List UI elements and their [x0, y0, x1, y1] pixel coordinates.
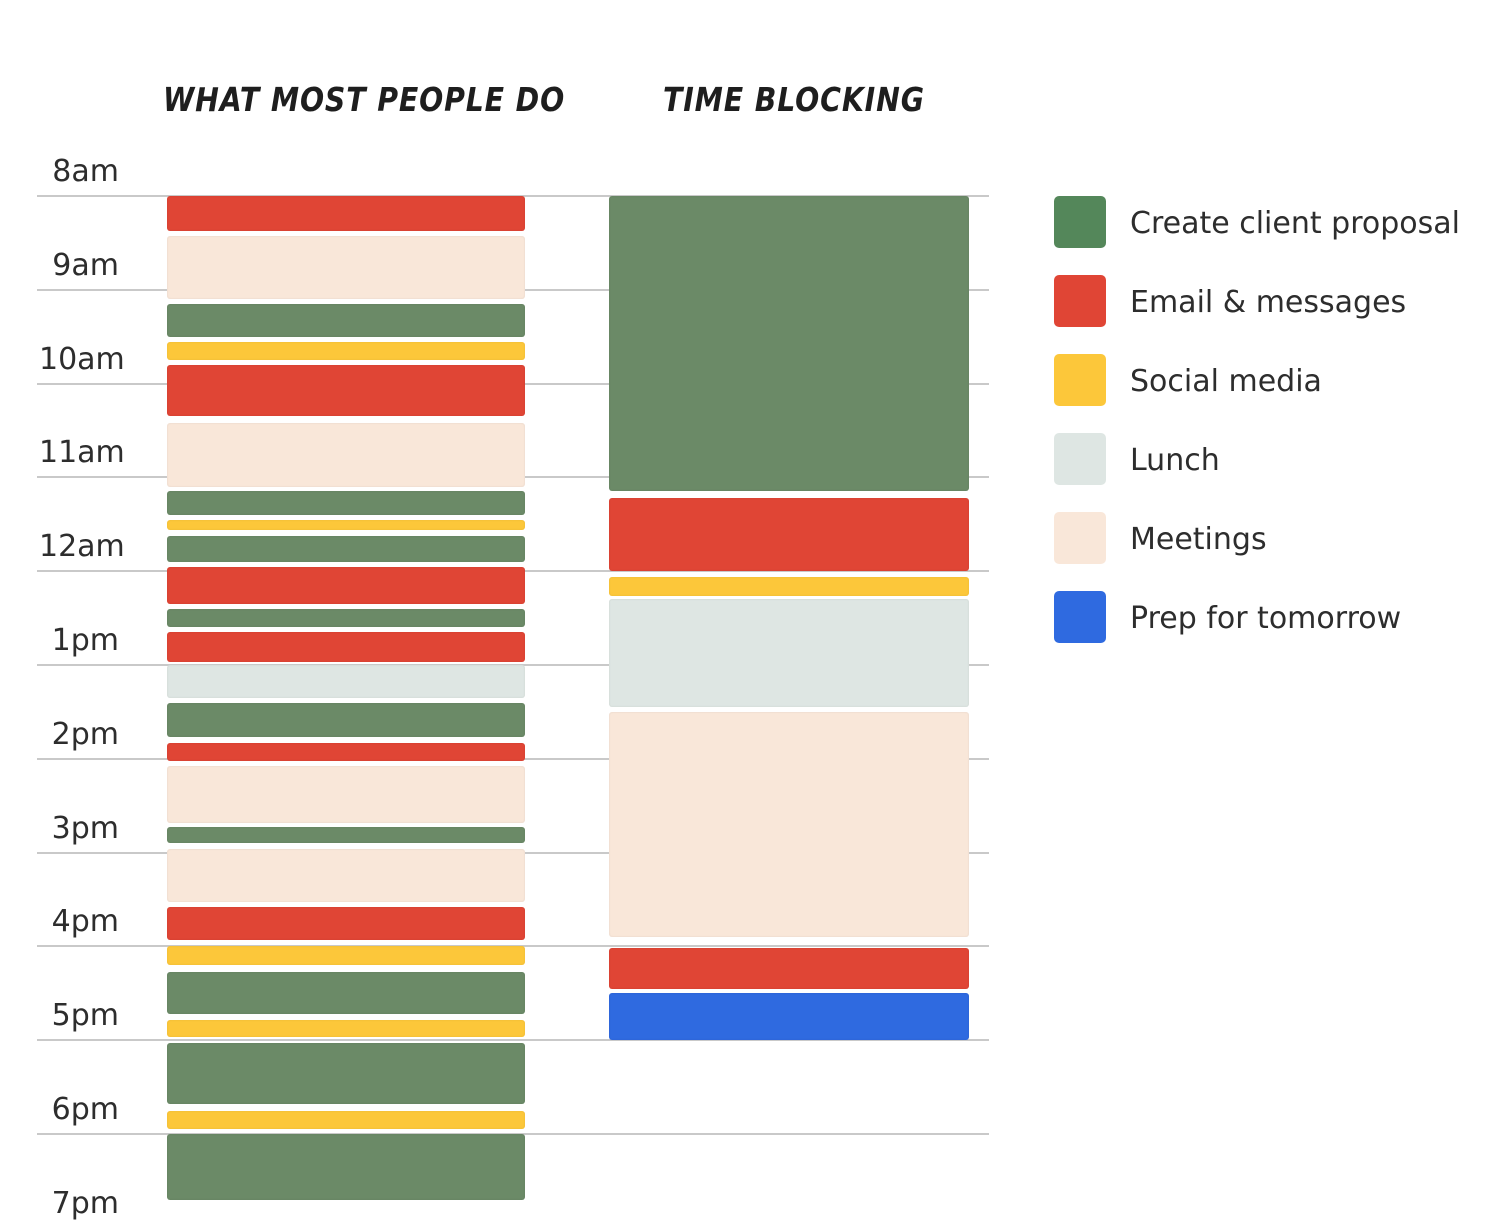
legend-item-lunch: Lunch — [1054, 433, 1494, 487]
time-blocked-block-lunch — [609, 599, 969, 708]
typical-day-block-meetings — [167, 422, 525, 487]
time-label-1pm: 1pm — [51, 623, 119, 658]
time-label-6pm: 6pm — [51, 1092, 119, 1127]
time-blocked-block-proposal — [609, 196, 969, 492]
time-label-10am: 10am — [39, 341, 125, 377]
time-label-5pm: 5pm — [51, 998, 119, 1034]
typical-day-block-proposal — [167, 971, 525, 1014]
legend-swatch-lunch — [1054, 433, 1106, 485]
typical-day-block-proposal — [167, 1043, 525, 1104]
typical-day-block-meetings — [167, 848, 525, 903]
typical-day-block-proposal — [167, 1134, 525, 1200]
typical-day-block-social — [167, 1111, 525, 1130]
typical-day-block-social — [167, 946, 525, 966]
typical-day-block-meetings — [167, 766, 525, 823]
legend-swatch-email — [1054, 275, 1106, 327]
typical-day-block-email — [167, 742, 525, 761]
legend-item-email: Email & messages — [1054, 275, 1494, 329]
time-blocked-block-email — [609, 498, 969, 572]
typical-day-block-proposal — [167, 491, 525, 515]
time-label-11am: 11am — [39, 435, 125, 471]
time-blocked-block-email — [609, 948, 969, 989]
typical-day-block-proposal — [167, 827, 525, 844]
time-label-7pm: 7pm — [51, 1185, 119, 1221]
typical-day-block-email — [167, 364, 525, 417]
legend-item-social: Social media — [1054, 354, 1494, 408]
legend-label: Create client proposal — [1130, 206, 1460, 241]
legend-label: Social media — [1130, 364, 1322, 399]
typical-day-block-social — [167, 1019, 525, 1038]
time-label-8am: 8am — [52, 154, 119, 189]
typical-day-block-proposal — [167, 303, 525, 337]
legend-item-prep: Prep for tomorrow — [1054, 591, 1494, 645]
legend-label: Lunch — [1130, 443, 1220, 478]
legend-label: Email & messages — [1130, 285, 1407, 320]
legend-swatch-social — [1054, 354, 1106, 406]
typical-day-block-email — [167, 566, 525, 605]
legend-item-meetings: Meetings — [1054, 512, 1494, 566]
typical-day-block-proposal — [167, 535, 525, 562]
typical-day-block-email — [167, 632, 525, 663]
time-label-2pm: 2pm — [51, 716, 119, 752]
typical-day-block-email — [167, 907, 525, 940]
time-blocked-block-meetings — [609, 711, 969, 937]
typical-day-block-social — [167, 519, 525, 530]
time-label-4pm: 4pm — [51, 904, 119, 940]
legend-swatch-prep — [1054, 591, 1106, 643]
time-blocked-block-social — [609, 576, 969, 596]
hour-gridline — [37, 1039, 989, 1042]
time-blocked-block-prep — [609, 993, 969, 1041]
time-label-3pm: 3pm — [51, 810, 119, 846]
column-title-right: TIME BLOCKING — [663, 80, 925, 119]
legend-label: Prep for tomorrow — [1130, 601, 1402, 636]
legend-label: Meetings — [1130, 522, 1267, 557]
typical-day-block-proposal — [167, 608, 525, 628]
typical-day-block-proposal — [167, 702, 525, 738]
typical-day-block-lunch — [167, 665, 525, 698]
typical-day-block-social — [167, 342, 525, 361]
legend-item-proposal: Create client proposal — [1054, 196, 1494, 250]
typical-day-block-email — [167, 196, 525, 231]
legend-swatch-meetings — [1054, 512, 1106, 564]
column-title-left: WHAT MOST PEOPLE DO — [163, 80, 566, 119]
time-label-9am: 9am — [52, 247, 119, 283]
typical-day-block-meetings — [167, 236, 525, 300]
time-label-12am: 12am — [39, 529, 125, 565]
legend-swatch-proposal — [1054, 196, 1106, 248]
